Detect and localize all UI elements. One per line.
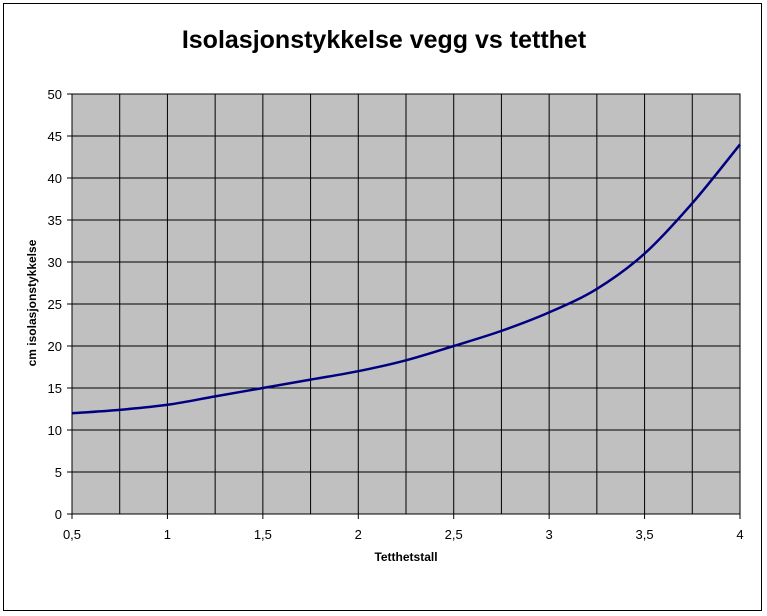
y-axis-title: cm isolasjonstykkelse [25, 239, 39, 366]
y-tick-label: 20 [48, 339, 62, 354]
x-tick-label: 3,5 [636, 527, 654, 542]
x-axis-ticks: 0,5 1 1,5 2 2,5 3 3,5 4 [63, 514, 744, 542]
y-tick-label: 30 [48, 255, 62, 270]
x-axis-title: Tetthetstall [374, 550, 437, 564]
chart-title: Isolasjonstykkelse vegg vs tetthet [182, 26, 587, 54]
x-tick-label: 1 [164, 527, 171, 542]
grid-lines [71, 93, 741, 515]
y-tick-label: 40 [48, 171, 62, 186]
x-tick-label: 2 [355, 527, 362, 542]
x-tick-label: 4 [736, 527, 743, 542]
y-axis-ticks: 0 5 10 15 20 25 30 35 40 45 50 [48, 87, 72, 522]
y-tick-label: 0 [55, 507, 62, 522]
y-tick-label: 10 [48, 423, 62, 438]
x-tick-label: 2,5 [445, 527, 463, 542]
x-tick-label: 3 [546, 527, 553, 542]
x-tick-label: 1,5 [254, 527, 272, 542]
y-tick-label: 25 [48, 297, 62, 312]
x-tick-label: 0,5 [63, 527, 81, 542]
y-tick-label: 15 [48, 381, 62, 396]
series-line [71, 143, 741, 415]
y-tick-label: 45 [48, 129, 62, 144]
series-group [71, 143, 741, 415]
y-tick-label: 5 [55, 465, 62, 480]
y-tick-label: 35 [48, 213, 62, 228]
y-tick-label: 50 [48, 87, 62, 102]
